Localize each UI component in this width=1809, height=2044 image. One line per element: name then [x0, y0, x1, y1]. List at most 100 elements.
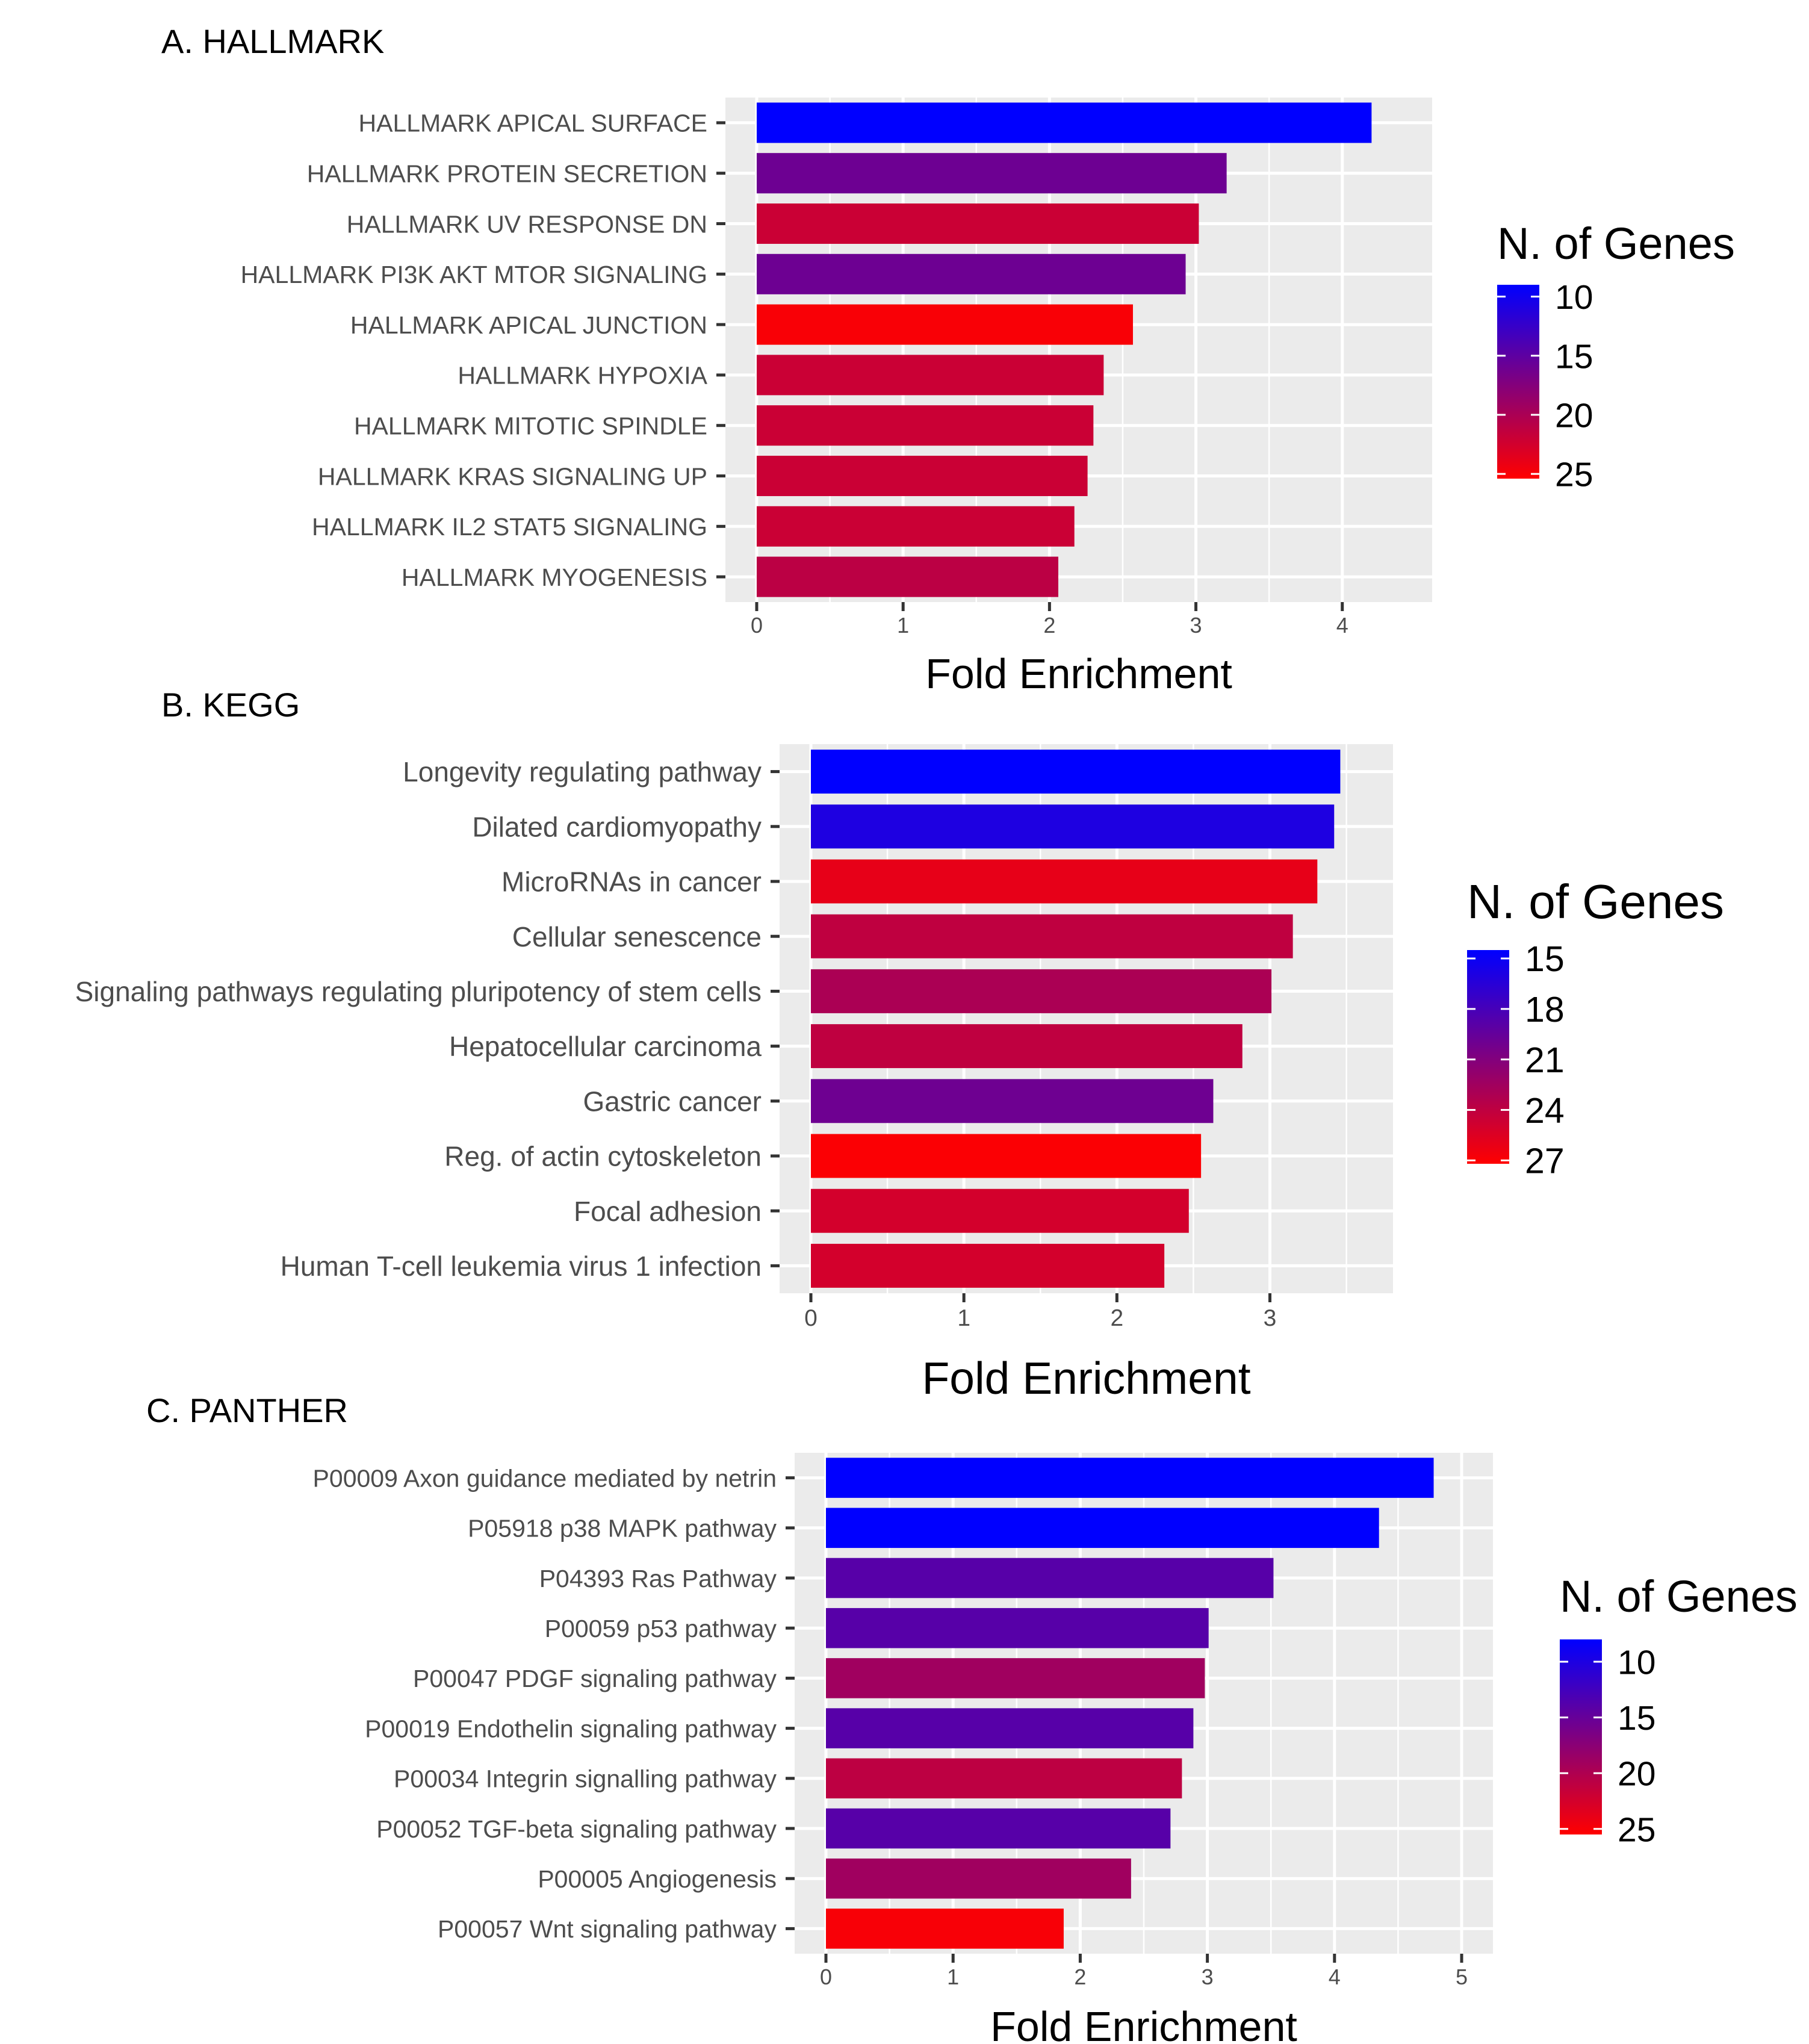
- bar: [826, 1458, 1434, 1498]
- bar: [826, 1858, 1131, 1899]
- category-label: P00009 Axon guidance mediated by netrin: [313, 1464, 777, 1492]
- category-label: P00005 Angiogenesis: [538, 1865, 777, 1893]
- x-tick-label: 1: [957, 1305, 970, 1331]
- category-label: HALLMARK PI3K AKT MTOR SIGNALING: [241, 261, 707, 288]
- legend-tick-label: 24: [1525, 1091, 1565, 1131]
- panel-3: C. PANTHER P00009 Axon guidance mediated …: [146, 1391, 1798, 2044]
- legend-tick-label: 10: [1618, 1644, 1655, 1682]
- category-label: HALLMARK MYOGENESIS: [402, 564, 707, 591]
- bar: [811, 1079, 1214, 1123]
- category-label: P00047 PDGF signaling pathway: [413, 1665, 777, 1692]
- bar: [757, 153, 1227, 194]
- bar: [826, 1708, 1194, 1748]
- legend-colorbar: [1560, 1639, 1602, 1834]
- category-label: Reg. of actin cytoskeleton: [444, 1141, 762, 1172]
- category-label: MicroRNAs in cancer: [501, 866, 762, 898]
- legend-colorbar: [1467, 950, 1509, 1164]
- legend-tick-label: 27: [1525, 1142, 1565, 1181]
- category-label: P00059 p53 pathway: [545, 1615, 777, 1642]
- bar: [811, 1024, 1243, 1069]
- x-tick-label: 1: [947, 1965, 959, 1989]
- x-tick-label: 0: [820, 1965, 832, 1989]
- x-tick-label: 2: [1110, 1305, 1123, 1331]
- category-label: P00057 Wnt signaling pathway: [438, 1915, 777, 1943]
- legend-tick-label: 25: [1618, 1810, 1655, 1849]
- bar: [826, 1508, 1379, 1549]
- category-label: P00052 TGF-beta signaling pathway: [376, 1815, 777, 1843]
- category-label: Cellular senescence: [512, 921, 762, 952]
- bar: [757, 556, 1058, 597]
- bar: [826, 1808, 1171, 1849]
- bar: [757, 253, 1186, 294]
- x-axis-title: Fold Enrichment: [922, 1353, 1250, 1403]
- category-label: P00019 Endothelin signaling pathway: [365, 1715, 777, 1742]
- category-label: HALLMARK PROTEIN SECRETION: [307, 160, 707, 187]
- legend-tick-label: 20: [1555, 396, 1593, 435]
- bar: [826, 1909, 1064, 1949]
- panel-label: C. PANTHER: [146, 1391, 348, 1429]
- category-label: HALLMARK IL2 STAT5 SIGNALING: [312, 513, 707, 541]
- bar: [811, 804, 1335, 849]
- bar: [826, 1758, 1182, 1799]
- x-tick-label: 5: [1456, 1965, 1468, 1989]
- legend-title: N. of Genes: [1560, 1571, 1798, 1621]
- category-label: P00034 Integrin signalling pathway: [394, 1765, 777, 1793]
- bar: [811, 969, 1272, 1013]
- panel-2: B. KEGG Longevity regulating pathway Dilat…: [75, 686, 1724, 1403]
- panel-1: A. HALLMARK HALLMARK APICAL SURFACE HALLMA…: [161, 22, 1735, 697]
- legend-tick-label: 21: [1525, 1040, 1565, 1080]
- category-label: Gastric cancer: [583, 1086, 762, 1117]
- legend-tick-label: 15: [1555, 337, 1593, 376]
- bar: [811, 1188, 1189, 1233]
- x-tick-label: 1: [897, 613, 909, 638]
- legend-title: N. of Genes: [1467, 875, 1724, 928]
- color-legend: N. of Genes 15 18 21 24 27: [1467, 875, 1724, 1181]
- x-axis-title: Fold Enrichment: [990, 2003, 1297, 2044]
- x-tick-label: 4: [1329, 1965, 1341, 1989]
- category-label: HALLMARK APICAL SURFACE: [358, 110, 707, 137]
- category-label: Focal adhesion: [574, 1196, 762, 1227]
- legend-tick-label: 25: [1555, 456, 1593, 494]
- panel-label: B. KEGG: [161, 686, 300, 724]
- bar: [757, 405, 1094, 446]
- color-legend: N. of Genes 10 15 20 25: [1497, 219, 1735, 494]
- category-label: Longevity regulating pathway: [403, 756, 762, 787]
- color-legend: N. of Genes 10 15 20 25: [1560, 1571, 1798, 1849]
- legend-tick-label: 15: [1618, 1699, 1655, 1738]
- legend-colorbar: [1497, 285, 1539, 479]
- bar: [811, 914, 1293, 958]
- bar: [826, 1608, 1209, 1648]
- x-tick-label: 4: [1336, 613, 1348, 638]
- bar: [757, 203, 1199, 244]
- legend-tick-label: 15: [1525, 939, 1565, 979]
- category-label: P05918 p38 MAPK pathway: [468, 1515, 777, 1542]
- bar: [757, 304, 1133, 345]
- bar: [811, 1243, 1165, 1288]
- category-label: P04393 Ras Pathway: [539, 1565, 777, 1592]
- bar: [757, 102, 1372, 143]
- category-label: HALLMARK MITOTIC SPINDLE: [354, 412, 707, 440]
- legend-tick-label: 20: [1618, 1755, 1655, 1794]
- x-tick-label: 0: [804, 1305, 818, 1331]
- x-tick-label: 3: [1190, 613, 1202, 638]
- x-tick-label: 2: [1043, 613, 1055, 638]
- legend-tick-label: 18: [1525, 990, 1565, 1030]
- bar: [811, 1134, 1202, 1178]
- x-tick-label: 3: [1202, 1965, 1214, 1989]
- x-tick-label: 3: [1264, 1305, 1277, 1331]
- legend-title: N. of Genes: [1497, 219, 1735, 269]
- bar: [757, 506, 1075, 547]
- bar: [826, 1658, 1205, 1698]
- category-label: HALLMARK APICAL JUNCTION: [350, 311, 707, 339]
- panel-label: A. HALLMARK: [161, 22, 384, 60]
- bar: [811, 859, 1318, 904]
- category-label: HALLMARK KRAS SIGNALING UP: [318, 462, 707, 490]
- x-tick-label: 2: [1074, 1965, 1086, 1989]
- category-label: Human T-cell leukemia virus 1 infection: [281, 1250, 762, 1282]
- category-label: HALLMARK UV RESPONSE DN: [347, 210, 707, 238]
- bar: [757, 355, 1104, 396]
- category-label: HALLMARK HYPOXIA: [458, 362, 707, 390]
- legend-tick-label: 10: [1555, 278, 1593, 317]
- category-label: Dilated cardiomyopathy: [472, 811, 762, 842]
